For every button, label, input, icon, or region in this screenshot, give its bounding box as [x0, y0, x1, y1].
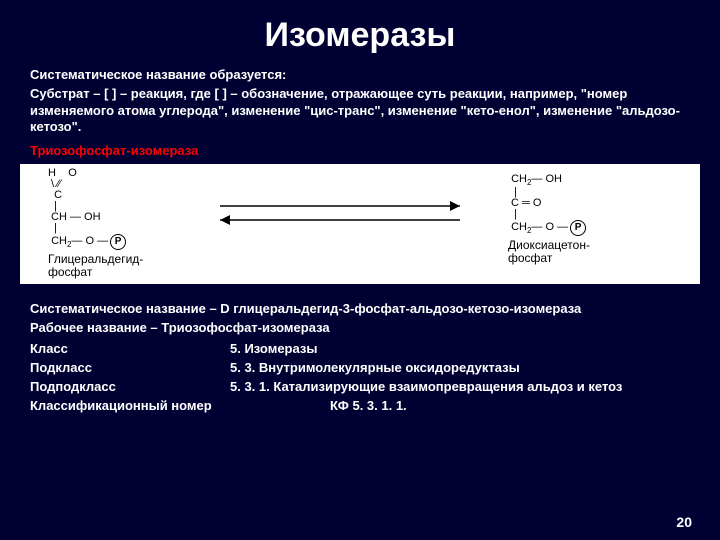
subclass-value: 5. 3. Внутримолекулярные оксидоредуктазы: [230, 360, 520, 375]
right-c1: CH: [511, 173, 527, 185]
right-c3: CH: [511, 221, 527, 233]
right-label: Диоксиацетон- фосфат: [508, 239, 590, 264]
subclass-label: Подкласс: [30, 360, 230, 375]
right-c3-sub: 2: [527, 226, 531, 235]
ec-row: Классификационный номер КФ 5. 3. 1. 1.: [30, 398, 690, 413]
reaction-diagram: H O \ ⁄⁄ C | CH — OH | CH2— O —P Глицера…: [20, 164, 700, 284]
class-value: 5. Изомеразы: [230, 341, 317, 356]
left-molecule: H O \ ⁄⁄ C | CH — OH | CH2— O —P Глицера…: [48, 168, 143, 278]
page-number: 20: [676, 514, 692, 530]
left-c2: CH — OH: [48, 212, 143, 223]
subclass-row: Подкласс 5. 3. Внутримолекулярные оксидо…: [30, 360, 690, 375]
left-c1-o: O: [68, 167, 77, 179]
right-molecule: CH2— OH | C ═ O | CH2— O —P Диоксиацетон…: [508, 174, 590, 264]
intro-line-1: Систематическое название образуется:: [30, 67, 690, 83]
phosphate-icon: P: [570, 220, 586, 236]
right-c2: C ═ O: [508, 198, 590, 209]
subsubclass-label: Подподкласс: [30, 379, 230, 394]
slide-title: Изомеразы: [30, 16, 690, 55]
left-c3: CH: [51, 235, 67, 247]
right-c1-sub: 2: [527, 178, 531, 187]
right-c3-o: O: [545, 221, 554, 233]
class-label: Класс: [30, 341, 230, 356]
working-name: Рабочее название – Триозофосфат-изомераз…: [30, 320, 690, 336]
left-c3-sub: 2: [67, 240, 71, 249]
phosphate-icon: P: [110, 234, 126, 250]
subsubclass-row: Подподкласс 5. 3. 1. Катализирующие взаи…: [30, 379, 690, 394]
right-c1-oh: OH: [545, 173, 562, 185]
ec-label: Классификационный номер: [30, 398, 330, 413]
intro-line-2: Субстрат – [ ] – реакция, где [ ] – обоз…: [30, 86, 690, 135]
enzyme-name: Триозофосфат-изомераза: [30, 143, 690, 158]
left-c3-o: O: [85, 235, 94, 247]
ec-value: КФ 5. 3. 1. 1.: [330, 398, 407, 413]
class-row: Класс 5. Изомеразы: [30, 341, 690, 356]
slide-container: Изомеразы Систематическое название образ…: [0, 0, 720, 540]
left-label: Глицеральдегид- фосфат: [48, 253, 143, 278]
subsubclass-value: 5. 3. 1. Катализирующие взаимопревращени…: [230, 379, 622, 394]
reaction-arrow-icon: [210, 194, 480, 234]
systematic-name: Систематическое название – D глицеральде…: [30, 301, 690, 317]
